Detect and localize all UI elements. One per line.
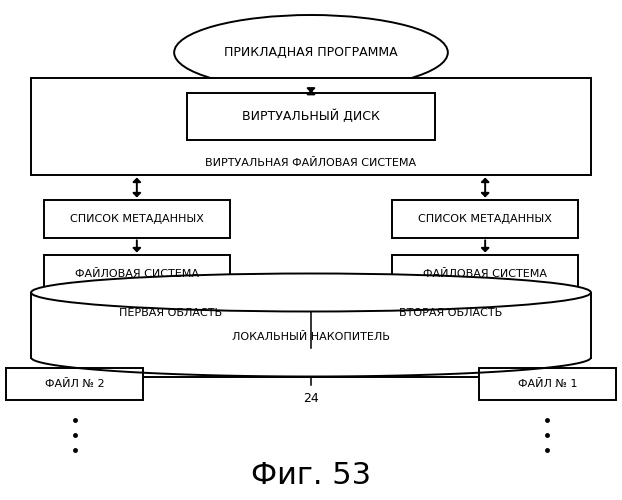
- Text: ВИРТУАЛЬНАЯ ФАЙЛОВАЯ СИСТЕМА: ВИРТУАЛЬНАЯ ФАЙЛОВАЯ СИСТЕМА: [205, 158, 417, 168]
- Text: ФАЙЛОВАЯ СИСТЕМА: ФАЙЛОВАЯ СИСТЕМА: [423, 269, 547, 279]
- Text: ВТОРАЯ ОБЛАСТЬ: ВТОРАЯ ОБЛАСТЬ: [399, 308, 503, 318]
- Text: 24: 24: [303, 392, 319, 406]
- Bar: [31, 78, 591, 175]
- Text: ПРИКЛАДНАЯ ПРОГРАММА: ПРИКЛАДНАЯ ПРОГРАММА: [224, 46, 398, 59]
- Text: ПЕРВАЯ ОБЛАСТЬ: ПЕРВАЯ ОБЛАСТЬ: [119, 308, 223, 318]
- Bar: [44, 255, 230, 292]
- Text: Фиг. 53: Фиг. 53: [251, 461, 371, 490]
- Bar: [187, 92, 435, 140]
- Bar: [479, 368, 616, 400]
- Text: ВИРТУАЛЬНЫЙ ДИСК: ВИРТУАЛЬНЫЙ ДИСК: [242, 110, 380, 123]
- Bar: [392, 255, 578, 292]
- Text: ФАЙЛ № 2: ФАЙЛ № 2: [45, 379, 104, 389]
- Bar: [6, 368, 143, 400]
- Bar: [392, 200, 578, 237]
- Text: ЛОКАЛЬНЫЙ НАКОПИТЕЛЬ: ЛОКАЛЬНЫЙ НАКОПИТЕЛЬ: [232, 332, 390, 342]
- Ellipse shape: [174, 15, 448, 90]
- Bar: [31, 292, 591, 358]
- Ellipse shape: [31, 274, 591, 312]
- Text: ФАЙЛ № 1: ФАЙЛ № 1: [518, 379, 577, 389]
- Bar: [44, 200, 230, 237]
- Text: СПИСОК МЕТАДАННЫХ: СПИСОК МЕТАДАННЫХ: [418, 214, 552, 224]
- Text: ФАЙЛОВАЯ СИСТЕМА: ФАЙЛОВАЯ СИСТЕМА: [75, 269, 199, 279]
- Text: СПИСОК МЕТАДАННЫХ: СПИСОК МЕТАДАННЫХ: [70, 214, 204, 224]
